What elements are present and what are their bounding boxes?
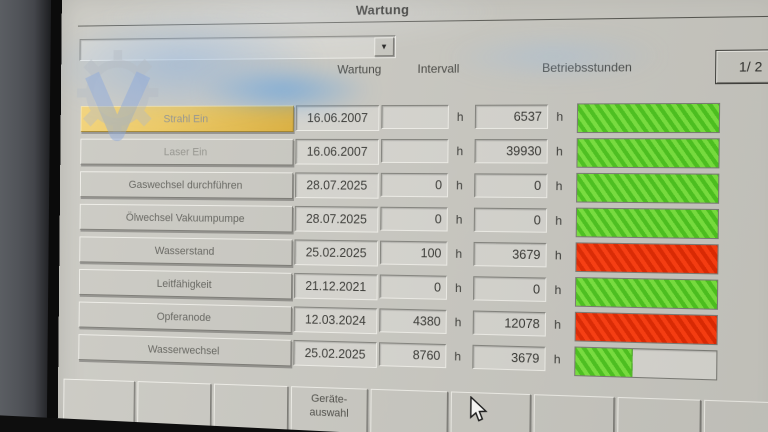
table-row: Strahl Ein 16.06.2007 h 6537 h: [61, 101, 768, 137]
progress-bar: [574, 311, 718, 346]
chevron-down-icon[interactable]: ▼: [374, 37, 395, 57]
hours-unit-label: h: [554, 317, 562, 332]
interval-unit-label: h: [456, 109, 464, 124]
interval-unit-label: h: [456, 144, 464, 159]
softkey-button[interactable]: Geräte- auswahl: [290, 386, 368, 432]
progress-bar: [575, 242, 719, 275]
hours-unit-label: h: [555, 213, 563, 228]
progress-fill: [575, 347, 633, 377]
interval-value-field: [380, 138, 449, 164]
table-row: Laser Ein 16.06.2007 h 39930 h: [60, 136, 768, 172]
page-indicator-button[interactable]: 1/ 2: [715, 49, 768, 85]
interval-unit-label: h: [454, 349, 462, 364]
column-header-wartung: Wartung: [337, 62, 382, 77]
hours-unit-label: h: [555, 178, 563, 194]
hours-unit-label: h: [554, 282, 562, 298]
last-maintenance-date-field: 12.03.2024: [293, 306, 378, 335]
operating-hours-field: 3679: [473, 241, 547, 268]
maintenance-task-button[interactable]: Wasserwechsel: [78, 334, 292, 367]
progress-fill: [575, 312, 717, 345]
interval-unit-label: h: [455, 212, 463, 227]
interval-value-field: 0: [380, 172, 449, 198]
softkey-button[interactable]: [213, 383, 289, 432]
interval-value-field: 8760: [378, 342, 447, 369]
progress-fill: [577, 139, 719, 168]
interval-value-field: [381, 104, 449, 130]
interval-unit-label: h: [456, 178, 463, 193]
softkey-button[interactable]: [533, 394, 615, 432]
last-maintenance-date-field: 25.02.2025: [293, 339, 378, 369]
progress-fill: [576, 208, 718, 239]
softkey-button[interactable]: [450, 391, 531, 432]
interval-unit-label: h: [454, 315, 462, 330]
operating-hours-field: 0: [473, 207, 548, 233]
operating-hours-field: 0: [474, 173, 548, 199]
hours-unit-label: h: [553, 352, 561, 367]
column-header-intervall: Intervall: [417, 61, 460, 76]
mouse-cursor-icon: [466, 396, 490, 425]
last-maintenance-date-field: 28.07.2025: [294, 172, 379, 199]
progress-fill: [575, 278, 718, 309]
progress-bar: [576, 102, 721, 134]
hmi-screen: Wartung ▼ Wartung Intervall Betriebsstun…: [57, 0, 768, 432]
maintenance-task-button[interactable]: Ölwechsel Vakuumpumpe: [79, 203, 293, 233]
progress-bar: [576, 172, 720, 204]
maintenance-task-button[interactable]: Leitfähigkeit: [78, 268, 293, 300]
hours-unit-label: h: [555, 144, 563, 159]
progress-bar: [574, 277, 719, 310]
maintenance-table: Strahl Ein 16.06.2007 h 6537 h Laser Ein…: [58, 101, 768, 386]
progress-bar: [576, 138, 720, 169]
last-maintenance-date-field: 16.06.2007: [295, 105, 380, 131]
interval-unit-label: h: [455, 246, 463, 261]
last-maintenance-date-field: 16.06.2007: [295, 138, 380, 165]
last-maintenance-date-field: 25.02.2025: [294, 239, 379, 267]
progress-fill: [577, 103, 720, 133]
operating-hours-field: 12078: [472, 310, 547, 337]
last-maintenance-date-field: 28.07.2025: [294, 205, 379, 233]
interval-value-field: 4380: [379, 308, 447, 335]
maintenance-task-button[interactable]: Wasserstand: [79, 236, 293, 266]
progress-fill: [576, 243, 718, 274]
progress-fill: [577, 173, 719, 203]
softkey-button[interactable]: [703, 399, 768, 432]
maintenance-group-select[interactable]: ▼: [79, 35, 397, 62]
hours-unit-label: h: [554, 248, 562, 263]
interval-value-field: 0: [380, 206, 448, 232]
maintenance-task-button[interactable]: Laser Ein: [80, 138, 294, 166]
operating-hours-field: 39930: [474, 139, 548, 164]
softkey-button[interactable]: [369, 388, 449, 432]
column-header-betriebsstunden: Betriebsstunden: [542, 60, 633, 76]
maintenance-task-button[interactable]: Strahl Ein: [80, 105, 294, 132]
progress-bar: [575, 207, 720, 240]
last-maintenance-date-field: 21.12.2021: [293, 272, 378, 301]
progress-bar: [574, 346, 718, 381]
softkey-button[interactable]: [617, 396, 701, 432]
operating-hours-field: 6537: [474, 104, 549, 129]
interval-value-field: 100: [379, 240, 448, 266]
maintenance-task-button[interactable]: Gaswechsel durchführen: [79, 171, 294, 199]
interval-value-field: 0: [379, 274, 448, 300]
hours-unit-label: h: [556, 109, 564, 124]
operating-hours-field: 0: [473, 276, 547, 302]
operating-hours-field: 3679: [472, 344, 546, 372]
interval-unit-label: h: [454, 280, 462, 296]
maintenance-task-button[interactable]: Opferanode: [78, 301, 292, 333]
softkey-button[interactable]: [137, 381, 212, 429]
